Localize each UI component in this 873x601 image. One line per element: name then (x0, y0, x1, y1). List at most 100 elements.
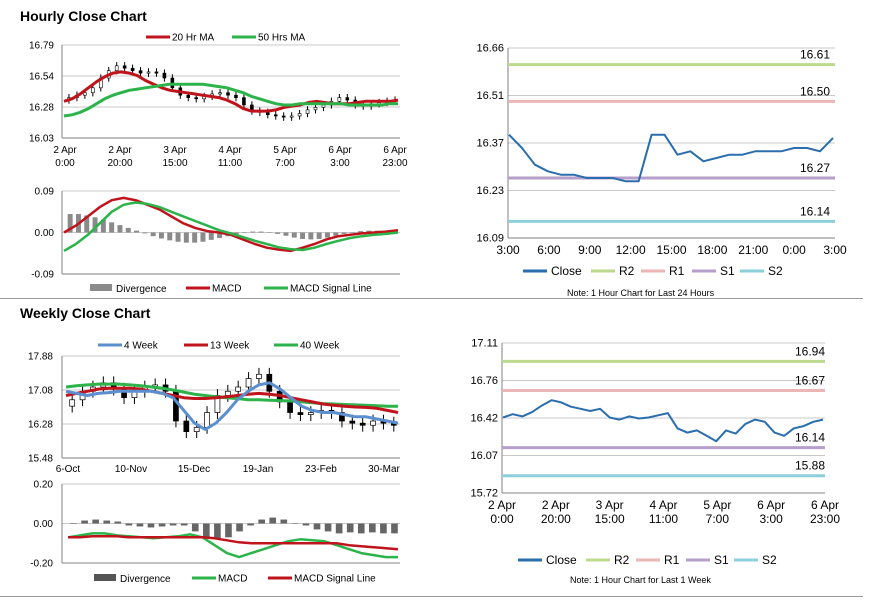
hourly-candle-body (186, 94, 191, 98)
hourly-divergence-bar (167, 232, 173, 241)
weekly-pivot-close-line (502, 399, 824, 443)
weekly-divergence-bar (335, 523, 343, 534)
hourly-divergence-bar (333, 232, 339, 236)
hourly-divergence-bar (266, 232, 272, 233)
hourly-section-title: Hourly Close Chart (20, 8, 147, 24)
hourly-pivot-legend-label: R2 (619, 264, 635, 278)
hourly-candle-body (91, 87, 95, 94)
hourly-divergence-bar (341, 232, 347, 234)
weekly-section-title: Weekly Close Chart (20, 305, 151, 321)
weekly-divergence-bar (225, 523, 232, 538)
weekly-x-tick-label: 19-Jan (243, 464, 274, 475)
hourly-pivot-legend-label: S1 (720, 264, 735, 278)
hourly-divergence-bar (125, 227, 131, 233)
weekly-divergence-bar (125, 523, 133, 526)
hourly-x-tick-label: 3:00 (330, 158, 350, 169)
hourly-divergence-bar (175, 232, 181, 242)
hourly-candle-body (162, 72, 167, 79)
weekly-macd-legend-label: Divergence (120, 574, 171, 585)
weekly-divergence-bar (269, 517, 277, 524)
hourly-price-legend-label: 20 Hr MA (172, 33, 215, 44)
hourly-price-y-tick-label: 16.54 (29, 72, 54, 83)
weekly-price-legend-label: 40 Week (300, 341, 340, 352)
weekly-price-y-tick-label: 17.88 (28, 352, 53, 363)
hourly-candle-body (265, 112, 270, 116)
hourly-candle-body (114, 65, 119, 71)
hourly-candle-body (154, 71, 159, 74)
hourly-x-tick-label: 15:00 (162, 158, 187, 169)
hourly-macd-y-tick-label: 0.09 (35, 187, 55, 198)
hourly-candle-body (345, 97, 350, 101)
hourly-divergence-bar (183, 232, 189, 243)
hourly-candle-body (305, 109, 310, 114)
hourly-pivot-x-tick-label: 6:00 (537, 243, 561, 257)
hourly-x-tick-label: 6 Apr (383, 145, 407, 156)
hourly-divergence-bar (200, 232, 206, 242)
hourly-divergence-bar (349, 232, 355, 233)
hourly-pivot-x-tick-label: 9:00 (578, 243, 602, 257)
weekly-candle-body (245, 378, 252, 388)
weekly-divergence-bar (258, 519, 265, 524)
hourly-divergence-bar (150, 232, 156, 237)
weekly-pivot-x-tick-label: 0:00 (490, 512, 514, 526)
weekly-divergence-bar (169, 523, 177, 526)
weekly-divergence-bar (291, 523, 299, 524)
hourly-candle-body (122, 65, 127, 69)
hourly-candle-body (83, 92, 87, 96)
weekly-macd-legend-label: MACD Signal Line (294, 574, 376, 585)
hourly-candle-body (218, 92, 222, 95)
weekly-pivot-x-tick-label: 2 Apr (488, 498, 516, 512)
weekly-pivot-x-tick-label: 6 Apr (811, 498, 839, 512)
hourly-pivot-level-label: 16.14 (800, 204, 830, 218)
hourly-x-tick-label: 23:00 (382, 158, 407, 169)
weekly-x-tick-label: 6-Oct (56, 464, 81, 475)
hourly-divergence-bar (100, 219, 106, 233)
weekly-divergence-bar (324, 523, 332, 532)
weekly-pivot-x-tick-label: 15:00 (595, 512, 625, 526)
weekly-divergence-bar (81, 520, 88, 524)
hourly-candle-body (337, 97, 342, 102)
weekly-divergence-bar (203, 523, 210, 538)
weekly-candle-body (339, 412, 345, 422)
hourly-candle-body (226, 92, 230, 96)
hourly-candle-body (130, 67, 135, 71)
weekly-pivot-y-tick-label: 16.76 (470, 375, 498, 387)
hourly-divergence-bar (366, 230, 372, 233)
hourly-pivot-y-tick-label: 16.09 (476, 233, 504, 245)
weekly-ma13-line (65, 386, 399, 414)
hourly-divergence-bar (84, 215, 90, 233)
hourly-pivot-level-label: 16.50 (800, 84, 830, 98)
hourly-pivot-close-line (508, 133, 834, 183)
hourly-divergence-bar (316, 232, 322, 239)
weekly-divergence-bar (346, 523, 354, 533)
hourly-pivot-y-tick-label: 16.51 (476, 90, 504, 102)
hourly-pivot-level-label: 16.61 (800, 48, 830, 62)
hourly-divergence-bar (158, 232, 164, 239)
weekly-pivot-level-label: 15.88 (795, 459, 825, 473)
weekly-divergence-bar (313, 523, 321, 530)
weekly-pivot-legend-label: R1 (664, 553, 680, 567)
hourly-pivot-x-tick-label: 3:00 (496, 243, 520, 257)
weekly-candle-body (69, 399, 76, 407)
hourly-pivot-x-tick-label: 12:00 (616, 243, 646, 257)
weekly-pivot-legend-label: S1 (714, 553, 729, 567)
hourly-pivot-y-tick-label: 16.23 (476, 185, 504, 197)
weekly-candle-body (287, 401, 293, 413)
hourly-x-tick-label: 11:00 (218, 158, 243, 169)
weekly-macd-legend-label: MACD (218, 574, 247, 585)
hourly-divergence-bar (291, 232, 297, 238)
hourly-candle-body (313, 107, 318, 111)
weekly-divergence-bar (191, 523, 199, 532)
weekly-macd-legend-swatch (94, 574, 116, 581)
hourly-pivot-y-tick-label: 16.37 (476, 138, 504, 150)
weekly-pivot-y-tick-label: 17.11 (471, 338, 498, 350)
weekly-pivot-legend-label: Close (546, 553, 577, 567)
hourly-candle-body (234, 94, 238, 98)
hourly-x-tick-label: 3 Apr (163, 145, 187, 156)
hourly-macd-legend-label: MACD Signal Line (290, 284, 372, 295)
weekly-price-legend-label: 13 Week (210, 341, 250, 352)
hourly-pivot-y-tick-label: 16.66 (476, 43, 504, 55)
weekly-divergence-bar (158, 523, 166, 527)
weekly-pivot-x-tick-label: 5 Apr (703, 498, 731, 512)
hourly-candle-body (242, 97, 246, 106)
